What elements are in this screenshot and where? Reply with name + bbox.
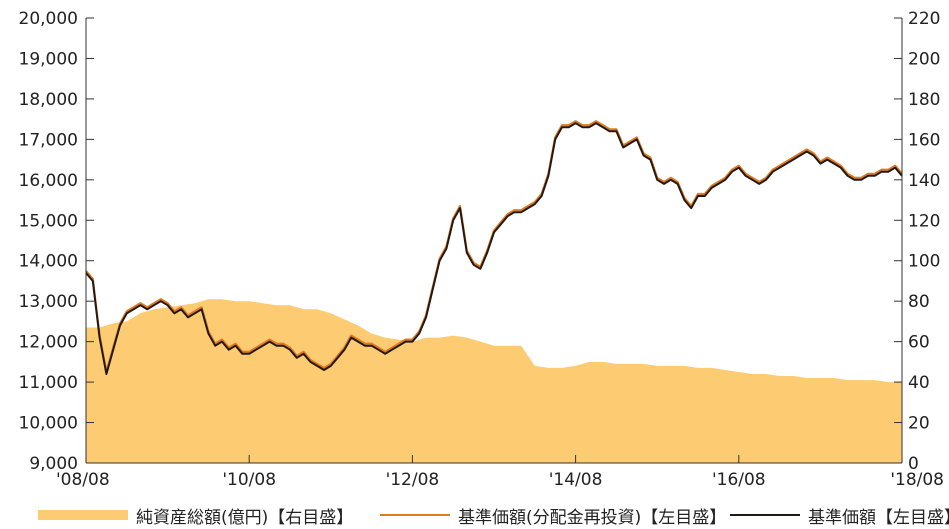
- axes-layer: 9,000 10,000 11,000 12,000 13,000 14,000 15,00…: [19, 9, 944, 490]
- y-right-tick-label: 20: [908, 414, 930, 434]
- y-left-tick-label: 20,000: [19, 9, 78, 29]
- legend-item-nav-reinvested: 基準価額(分配金再投資)【左目盛】: [380, 503, 727, 528]
- y-left-tick-label: 17,000: [19, 130, 78, 150]
- y-left-tick-label: 11,000: [19, 373, 78, 393]
- chart: 9,000 10,000 11,000 12,000 13,000 14,000 15,00…: [19, 9, 944, 490]
- nav-reinvested-line: [85, 120, 903, 374]
- x-tick-label: '16/08: [712, 470, 766, 490]
- y-right-tick-label: 60: [908, 333, 930, 353]
- y-right-tick-label: 80: [908, 292, 930, 312]
- y-right-tick-label: 120: [908, 211, 940, 231]
- x-tick-label: '12/08: [386, 470, 440, 490]
- legend-swatch-nav-reinvested: [380, 514, 450, 516]
- net-assets-area-layer: [86, 299, 902, 463]
- x-tick-label: '08/08: [56, 470, 110, 490]
- y-left-tick-label: 12,000: [19, 333, 78, 353]
- nav-lines-layer: [85, 120, 903, 375]
- legend-item-nav: 基準価額【左目盛】: [730, 503, 949, 528]
- y-left-tick-label: 19,000: [19, 49, 78, 69]
- x-tick-label: '14/08: [549, 470, 603, 490]
- legend-label-net-assets: 純資産総額(億円)【右目盛】: [136, 507, 354, 528]
- x-tick-label: '18/08: [890, 470, 944, 490]
- legend-item-net-assets: 純資産総額(億円)【右目盛】: [38, 503, 354, 528]
- x-tick-label: '10/08: [222, 470, 276, 490]
- legend-label-nav: 基準価額【左目盛】: [808, 507, 949, 528]
- y-right-tick-label: 0: [908, 454, 919, 474]
- nav-line: [85, 122, 903, 375]
- y-left-tick-label: 16,000: [19, 171, 78, 191]
- y-left-tick-label: 18,000: [19, 90, 78, 110]
- y-left-tick-label: 9,000: [29, 454, 78, 474]
- y-right-tick-label: 40: [908, 373, 930, 393]
- y-left-tick-label: 15,000: [19, 211, 78, 231]
- legend-swatch-net-assets: [38, 510, 128, 520]
- legend: 純資産総額(億円)【右目盛】 基準価額(分配金再投資)【左目盛】 基準価額【左目…: [0, 503, 949, 529]
- y-left-tick-label: 14,000: [19, 252, 78, 272]
- y-right-tick-label: 220: [908, 9, 940, 29]
- y-left-tick-label: 13,000: [19, 292, 78, 312]
- net-assets-area: [86, 299, 902, 463]
- y-left-tick-label: 10,000: [19, 414, 78, 434]
- legend-label-nav-reinvested: 基準価額(分配金再投資)【左目盛】: [458, 507, 727, 528]
- y-right-tick-label: 200: [908, 49, 940, 69]
- y-right-tick-label: 180: [908, 90, 940, 110]
- y-right-tick-label: 100: [908, 252, 940, 272]
- legend-swatch-nav: [730, 514, 800, 516]
- y-right-tick-label: 140: [908, 171, 940, 191]
- y-right-tick-label: 160: [908, 130, 940, 150]
